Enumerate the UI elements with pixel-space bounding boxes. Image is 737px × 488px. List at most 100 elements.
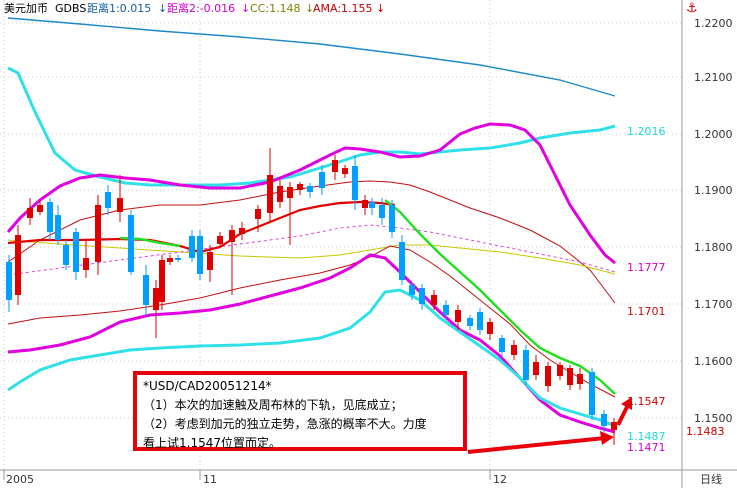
candle-body [443,305,449,315]
ama-value: AMA:1.155 [313,2,373,15]
analysis-note-box: *USD/CAD20051214* （1）本次的加速触及周布林的下轨，见底成立；… [133,371,467,451]
candle-body [229,230,235,242]
cyan-upper-band [7,66,616,187]
candle-body [287,187,293,198]
candle-body [217,236,223,244]
candle-body [589,372,595,415]
price-tick: 1.1600 [694,355,733,368]
candle-body [577,374,583,384]
candle-body [6,262,12,300]
candle-body [342,168,348,174]
cyan-lower-value: 1.1487 [627,430,666,443]
price-tick: 1.1500 [694,412,733,425]
last-price-value: 1.1483 [686,425,725,438]
red-mid-value: 1.1547 [627,395,666,408]
magenta-upper-band [6,122,616,265]
timeframe-label: 日线 [700,472,722,486]
dist2-arrow-icon: ↓ [241,2,250,15]
time-label: 11 [203,473,217,486]
price-tick: 1.1800 [694,241,733,254]
candle-body [611,422,617,430]
candle-body [307,186,313,192]
candle-body [175,258,181,260]
blue-ma-line [7,17,616,97]
candle-body [73,232,79,272]
candle-body [477,312,483,330]
candle-body [319,172,325,188]
price-tick: 1.2200 [694,17,733,30]
cyan-lower-band [7,288,616,428]
price-tick: 1.2000 [694,128,733,141]
candle-body [117,198,123,212]
candle-body [95,205,101,262]
candle-body [455,310,461,322]
dist1-arrow-icon: ↓ [158,2,167,15]
time-label: 12 [493,473,507,486]
candle-body [533,362,539,375]
anchor-icon[interactable]: ⚓ [686,1,698,16]
candle-body [277,186,283,202]
candle-body [545,366,551,386]
candle-body [511,345,517,355]
candle-body [255,209,261,219]
cyan-upper-value: 1.2016 [627,125,666,138]
price-tick: 1.2100 [694,71,733,84]
magenta-upper-value: 1.1777 [627,261,666,274]
candle-body [15,235,21,295]
candle-body [332,160,338,172]
cc-arrow-icon: ↓ [305,2,314,15]
darkred-lower-value: 1.1701 [627,305,666,318]
candle-body [419,288,425,304]
candle-body [399,242,405,280]
price-tick: 1.1700 [694,298,733,311]
band-value-labels: 1.2016 1.1777 1.1701 1.1547 1.1487 1.147… [627,125,725,454]
time-label: 2005 [6,473,34,486]
candle-body [239,228,245,234]
dist2-value: 距离2:-0.016 [167,1,235,15]
symbol-label: 美元加币 [4,2,48,15]
note-line: （1）本次的加速触及周布林的下轨，见底成立； [143,398,403,412]
candle-body [27,208,33,218]
candle-body [197,236,203,274]
darkred-upper-line [7,180,616,304]
indicator-header: 美元加币 GDBS 距离1:0.015 ↓ 距离2:-0.016 ↓ CC:1.… [4,1,385,15]
candle-body [487,322,493,334]
yellow-ma-line [7,239,616,275]
price-tick: 1.1900 [694,184,733,197]
darkred-lower-line [7,245,616,398]
candle-body [105,192,111,208]
dist1-value: 距离1:0.015 [87,1,151,15]
candle-body [167,258,173,262]
candle-body [153,288,159,310]
candle-body [55,215,61,240]
candle-body [389,205,395,232]
time-axis: 2005 11 12 日线 [3,470,722,486]
candle-body [369,202,375,208]
candle-body [207,252,213,270]
candle-body [297,184,303,190]
dashed-ma-line [7,224,616,276]
candle-body [83,258,89,270]
magenta-lower-value: 1.1471 [627,441,666,454]
candle-body [467,318,473,326]
candle-body [143,275,149,305]
candle-body [557,365,563,376]
candle-body [523,350,529,380]
candle-body [128,215,134,272]
candle-body [189,236,195,258]
indicator-name: GDBS [55,2,86,15]
annotation-arrows [467,397,632,454]
note-title: *USD/CAD20051214* [143,379,272,393]
price-axis: 1.2200 1.2100 1.2000 1.1900 1.1800 1.170… [694,17,733,425]
ama-arrow-icon: ↓ [376,2,385,15]
note-line: （2）考虑到加元的独立走势，急涨的概率不大。力度 [143,417,427,431]
candle-body [159,260,165,302]
green-line-2 [384,199,616,395]
note-line: 看上试1.1547位置而定。 [143,436,281,450]
candle-body [47,202,53,232]
candle-body [362,200,368,208]
candlesticks [6,148,617,445]
candle-body [567,368,573,385]
